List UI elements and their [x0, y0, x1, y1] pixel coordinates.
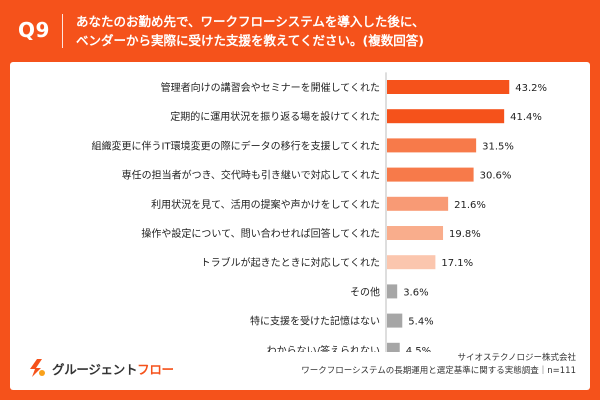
value-label: 5.4%: [408, 317, 433, 328]
logo-prefix: グルージェント: [52, 361, 138, 377]
bar: [387, 342, 400, 352]
category-label: 定期的に運用状況を振り返る場を設けてくれた: [170, 110, 380, 123]
bar: [387, 255, 436, 270]
bar: [387, 80, 510, 94]
question-number: Q9: [18, 18, 50, 42]
category-label: 管理者向けの講習会やセミナーを開催してくれた: [161, 81, 380, 94]
value-label: 43.2%: [515, 83, 547, 94]
survey-name: ワークフローシステムの長期運用と選定基準に関する実態調査｜n=111: [301, 366, 576, 376]
question-header: Q9 あなたのお勤め先で、ワークフローシステムを導入した後に、 ベンダーから実際…: [0, 0, 600, 62]
bar: [387, 226, 444, 240]
category-label: 組織変更に伴うIT環境変更の際にデータの移行を支援してくれた: [92, 139, 380, 152]
value-label: 21.6%: [454, 200, 486, 211]
category-label: トラブルが起きたときに対応してくれた: [201, 256, 380, 269]
header-divider: [62, 14, 63, 48]
chart-panel: 管理者向けの講習会やセミナーを開催してくれた 43.2% 定期的に運用状況を振り返る…: [10, 62, 590, 390]
logo-icon: [30, 359, 45, 377]
value-label: 41.4%: [510, 112, 542, 123]
bar: [387, 109, 505, 124]
credits: サイオステクノロジー株式会社 ワークフローシステムの長期運用と選定基準に関する実…: [301, 352, 576, 378]
logo-accent: フロー: [137, 361, 174, 377]
bar: [387, 138, 477, 153]
brand-logo: グルージェントフロー: [26, 356, 174, 380]
category-label: その他: [350, 285, 380, 298]
category-label: 利用状況を見て、活用の提案や声かけをしてくれた: [151, 198, 380, 211]
bar: [387, 313, 403, 328]
bar: [387, 167, 474, 182]
question-title: あなたのお勤め先で、ワークフローシステムを導入した後に、 ベンダーから実際に受け…: [76, 12, 586, 50]
logo-text: グルージェントフロー: [52, 359, 174, 378]
value-label: 3.6%: [403, 287, 428, 298]
question-title-line1: あなたのお勤め先で、ワークフローシステムを導入した後に、: [76, 14, 425, 29]
value-label: 4.5%: [406, 346, 431, 352]
bar: [387, 196, 449, 211]
question-title-line2: ベンダーから実際に受けた支援を教えてください。(複数回答): [76, 33, 424, 48]
value-label: 30.6%: [480, 171, 512, 182]
value-label: 19.8%: [449, 229, 481, 240]
bar-chart: 管理者向けの講習会やセミナーを開催してくれた 43.2% 定期的に運用状況を振り返る…: [92, 72, 547, 352]
value-label: 17.1%: [441, 258, 473, 269]
category-label: わからない/答えられない: [267, 344, 380, 352]
bar: [387, 284, 398, 299]
category-label: 特に支援を受けた記憶はない: [250, 315, 380, 328]
category-label: 専任の担当者がつき、交代時も引き継いで対応してくれた: [122, 169, 380, 182]
category-label: 操作や設定について、問い合わせれば回答してくれた: [141, 227, 380, 240]
value-label: 31.5%: [482, 141, 514, 152]
company-name: サイオステクノロジー株式会社: [457, 353, 577, 363]
